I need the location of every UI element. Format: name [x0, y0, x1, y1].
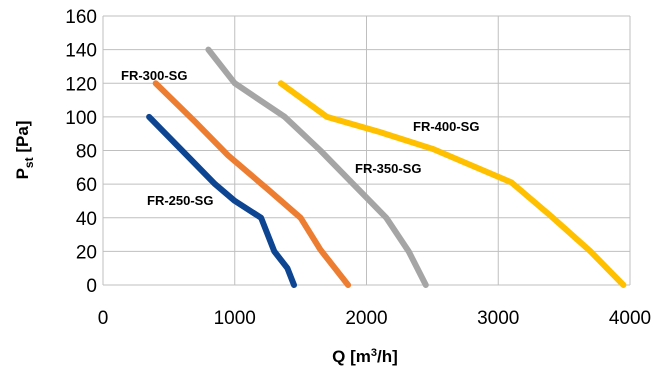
- series-label-fr-300-sg: FR-300-SG: [121, 68, 187, 83]
- series-line-fr-400-sg: [277, 80, 627, 288]
- tick-labels: 0 20 40 60 80 100 120 140 160 0 1000 2000 3000 4000: [65, 7, 651, 329]
- x-tick-label: 0: [98, 308, 109, 329]
- series-line-fr-350-sg: [205, 46, 429, 288]
- y-tick-label: 100: [65, 108, 97, 129]
- y-tick-label: 40: [76, 209, 97, 230]
- y-tick-label: 0: [86, 276, 97, 297]
- x-tick-label: 2000: [345, 308, 387, 329]
- series-labels: FR-250-SG FR-300-SG FR-350-SG FR-400-SG: [121, 68, 479, 208]
- y-tick-label: 80: [76, 142, 97, 163]
- y-tick-label: 120: [65, 74, 97, 95]
- series-label-fr-350-sg: FR-350-SG: [355, 161, 421, 176]
- y-axis-title: Pst [Pa]: [13, 121, 36, 180]
- series-label-fr-400-sg: FR-400-SG: [413, 119, 479, 134]
- y-axis-title-end: [Pa]: [13, 121, 32, 158]
- y-tick-label: 160: [65, 7, 97, 28]
- series-line-fr-300-sg: [152, 80, 352, 288]
- series-line-fr-250-sg: [146, 113, 297, 288]
- y-tick-label: 140: [65, 41, 97, 62]
- series-lines: [146, 46, 627, 288]
- y-axis-title-sub: st: [22, 157, 36, 168]
- y-tick-label: 60: [76, 175, 97, 196]
- series-label-fr-250-sg: FR-250-SG: [147, 193, 213, 208]
- x-tick-label: 1000: [214, 308, 256, 329]
- x-axis-title-end: /h]: [377, 347, 398, 366]
- y-axis-title-main: P: [13, 168, 32, 179]
- x-axis-title-sup: 3: [371, 347, 377, 359]
- y-tick-label: 20: [76, 242, 97, 263]
- x-tick-label: 3000: [477, 308, 519, 329]
- x-tick-label: 4000: [609, 308, 651, 329]
- x-axis-title-main: Q [m: [332, 347, 371, 366]
- x-axis-title: Q [m3/h]: [332, 347, 398, 366]
